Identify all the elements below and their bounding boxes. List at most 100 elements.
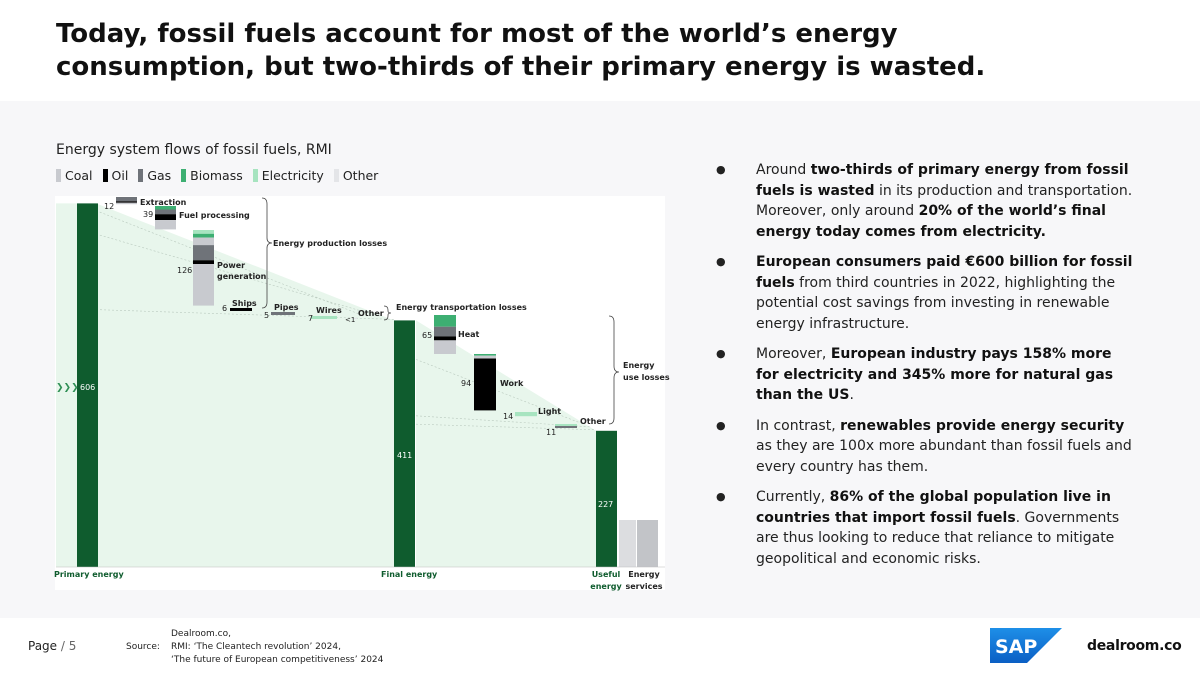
bullet-item: ● Around two-thirds of primary energy fro…: [716, 160, 1136, 242]
source-label: Source:: [126, 642, 160, 652]
group-label-use: use losses: [623, 373, 670, 382]
bar-useful-energy: [596, 430, 617, 567]
bullet-text: In contrast, renewables provide energy s…: [756, 417, 1132, 475]
legend-label-other: Other: [342, 168, 379, 183]
stage-label-primary: Primary energy: [54, 570, 124, 579]
bullet-item: ● European consumers paid €600 billion fo…: [716, 252, 1136, 334]
loss-label-fuel-processing: Fuel processing: [179, 211, 250, 220]
loss-bar-power-generation-segment: [193, 237, 214, 246]
source-line: RMI: ‘The Cleantech revolution’ 2024,: [171, 642, 341, 652]
loss-bar-ships: [230, 308, 252, 311]
page-label: Page: [28, 639, 58, 653]
legend-item-oil: Oil: [102, 168, 129, 183]
loss-label-ships: Ships: [232, 299, 257, 308]
loss-value-ships: 6: [222, 304, 227, 313]
legend-label-oil: Oil: [111, 168, 129, 183]
bullet-dot-icon: ●: [716, 255, 726, 268]
chart-legend: Coal Oil Gas Biomass Electricity Other: [56, 168, 378, 183]
group-label-use: Energy: [623, 361, 655, 370]
sap-logo-text: SAP: [995, 636, 1037, 658]
stage-label-services: services: [625, 582, 662, 591]
loss-bar-heat-segment: [434, 326, 456, 337]
brace-transportation: [383, 305, 392, 321]
loss-value-power-generation: 126: [177, 266, 192, 275]
legend-label-gas: Gas: [147, 168, 172, 183]
sap-logo: SAP: [990, 628, 1062, 663]
legend-swatch-electricity: [252, 169, 258, 182]
bullet-dot-icon: ●: [716, 490, 726, 503]
loss-bar-power-generation-segment: [193, 260, 214, 265]
brace-use: [608, 315, 620, 425]
loss-label-wires: Wires: [316, 306, 342, 315]
loss-value-extraction: 12: [104, 202, 114, 211]
group-label-production: Energy production losses: [273, 239, 387, 248]
loss-bar-wires: [311, 316, 337, 319]
stage-label-useful: energy: [590, 582, 622, 591]
group-label-transportation: Energy transportation losses: [396, 303, 527, 312]
bullet-list: ● Around two-thirds of primary energy fro…: [716, 160, 1136, 579]
legend-swatch-oil: [102, 169, 108, 182]
bar-primary-energy: [77, 203, 98, 567]
dealroom-logo: dealroom.co: [1087, 638, 1182, 654]
page-title: Today, fossil fuels account for most of …: [56, 19, 986, 82]
legend-swatch-other: [333, 169, 339, 182]
legend-label-electricity: Electricity: [261, 168, 324, 183]
loss-label-pipes: Pipes: [274, 303, 299, 312]
legend-item-gas: Gas: [138, 168, 171, 183]
loss-bar-fuel-processing-segment: [155, 220, 176, 230]
source-lines: Dealroom.co, RMI: ‘The Cleantech revolut…: [171, 628, 383, 667]
bullet-dot-icon: ●: [716, 347, 726, 360]
loss-bar-use-other-segment: [555, 424, 577, 426]
legend-swatch-coal: [56, 169, 61, 182]
chevrons-icon: ❯❯❯: [56, 383, 79, 393]
bullet-dot-icon: ●: [716, 418, 726, 432]
source-line: Dealroom.co,: [171, 629, 231, 639]
bar-final-energy: [394, 320, 415, 567]
bullet-text: European consumers paid €600 billion for…: [756, 254, 1133, 332]
loss-label-power-generation: generation: [217, 272, 267, 281]
legend-item-biomass: Biomass: [181, 168, 243, 183]
loss-bar-work-segment: [474, 358, 496, 411]
legend-item-coal: Coal: [56, 168, 93, 183]
legend-swatch-biomass: [181, 169, 187, 182]
flow-guide-line: [95, 210, 361, 315]
legend-label-coal: Coal: [65, 168, 93, 183]
loss-bar-light: [515, 412, 537, 417]
loss-bar-work-segment: [474, 354, 496, 356]
loss-value-light: 14: [503, 412, 513, 421]
loss-label-heat: Heat: [458, 330, 480, 339]
loss-bar-extraction-segment: [116, 201, 137, 203]
loss-value-use-other: 11: [546, 428, 556, 437]
loss-bar-use-other-segment: [555, 426, 577, 428]
loss-label-use-other: Other: [580, 417, 606, 426]
loss-label-work: Work: [500, 379, 524, 388]
loss-value-heat: 65: [422, 331, 432, 340]
page-number: 5: [68, 639, 77, 653]
chart-title: Energy system flows of fossil fuels, RMI: [56, 142, 332, 158]
value-label-primary: 606: [80, 383, 95, 392]
loss-bar-heat-segment: [434, 336, 456, 341]
loss-label-extraction: Extraction: [140, 198, 187, 207]
value-label-final: 411: [397, 451, 412, 460]
legend-item-electricity: Electricity: [252, 168, 324, 183]
stage-label-services: Energy: [628, 570, 660, 579]
flow-band-final: [416, 320, 596, 567]
stage-label-useful: Useful: [592, 570, 621, 579]
bullet-text: Currently, 86% of the global population …: [756, 489, 1120, 567]
bullet-item: ● Moreover, European industry pays 158% m…: [716, 344, 1136, 406]
loss-value-fuel-processing: 39: [143, 210, 153, 219]
loss-bar-heat-segment: [434, 315, 456, 327]
bullet-text: Moreover, European industry pays 158% mo…: [756, 346, 1114, 403]
bullet-item: ● In contrast, renewables provide energy …: [716, 416, 1136, 478]
loss-bar-power-generation-segment: [193, 230, 214, 234]
loss-bar-power-generation-segment: [193, 245, 214, 261]
bullet-text: Around two-thirds of primary energy from…: [756, 162, 1133, 240]
bullet-dot-icon: ●: [716, 163, 726, 176]
flow-guide-line: [95, 233, 381, 317]
flow-guide-line: [95, 309, 395, 320]
page-indicator: Page / 5: [28, 639, 76, 653]
loss-value-pipes: 5: [264, 311, 269, 320]
bar-energy-services-2: [637, 520, 658, 567]
loss-bar-fuel-processing-segment: [155, 209, 176, 215]
legend-swatch-gas: [138, 169, 144, 182]
